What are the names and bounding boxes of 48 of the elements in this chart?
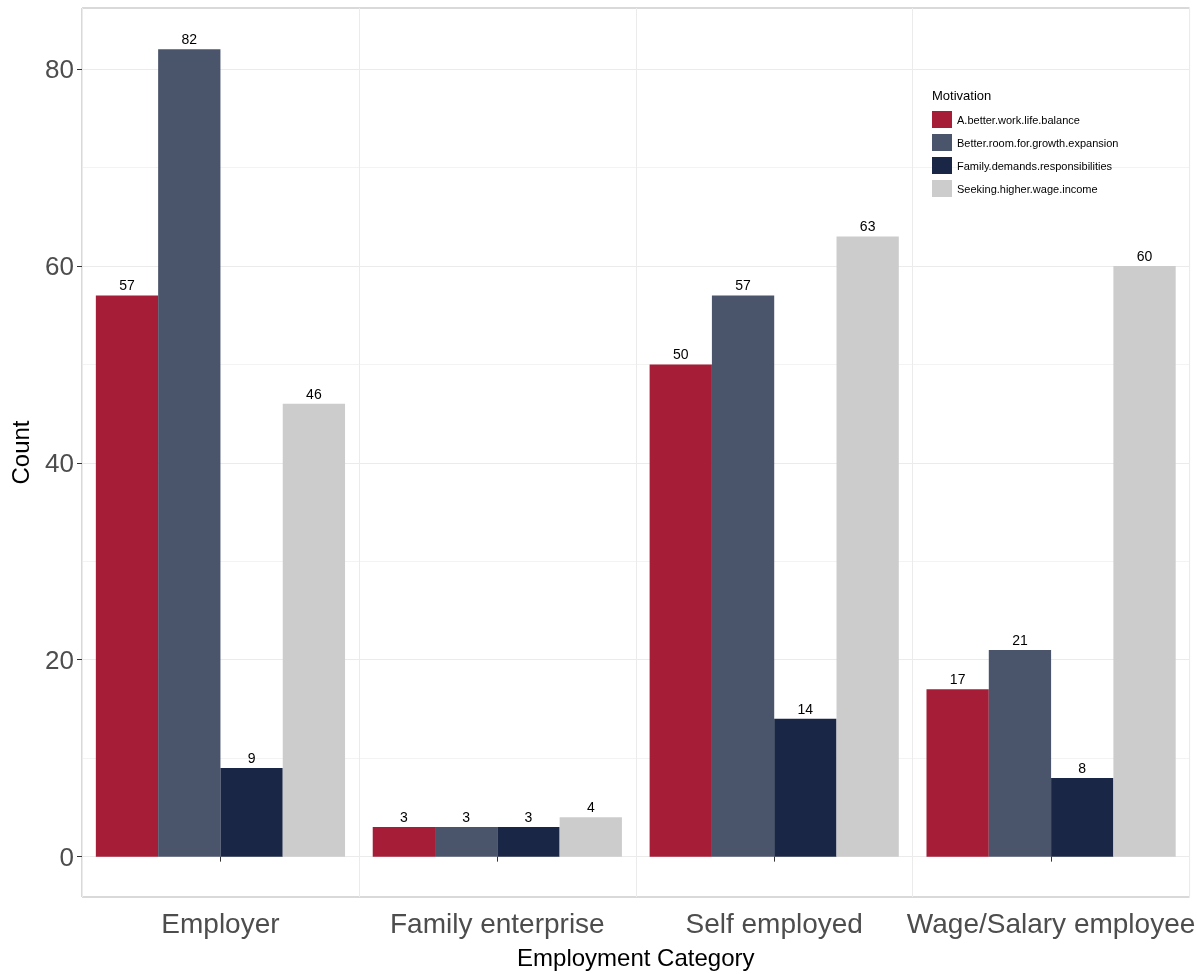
bar: [282, 403, 346, 857]
bar: [774, 718, 837, 857]
data-label: 60: [1136, 247, 1153, 264]
bar: [559, 817, 622, 857]
data-label: 82: [181, 31, 198, 48]
bar: [497, 827, 560, 857]
legend-label: Seeking.higher.wage.income: [957, 182, 1098, 195]
data-label: 17: [949, 671, 966, 688]
legend-label: Better.room.for.growth.expansion: [957, 136, 1119, 149]
y-axis-title: Count: [6, 420, 34, 485]
data-label: 8: [1078, 759, 1087, 776]
data-label: 4: [586, 799, 595, 816]
data-label: 57: [119, 277, 135, 294]
bar: [926, 689, 989, 857]
y-tick-label: 0: [59, 841, 74, 872]
data-label: 3: [524, 809, 533, 826]
x-tick-label: Wage/Salary employee: [906, 907, 1196, 939]
x-tick-label: Family enterprise: [389, 907, 605, 939]
data-label: 57: [735, 277, 752, 294]
y-tick-label: 60: [45, 250, 74, 281]
bar: [95, 295, 159, 857]
data-label: 3: [462, 809, 471, 826]
data-label: 3: [399, 809, 408, 826]
bar: [988, 649, 1052, 857]
data-label: 63: [859, 218, 876, 235]
legend-label: A.better.work.life.balance: [957, 113, 1080, 126]
data-label: 21: [1012, 631, 1028, 648]
y-tick-label: 80: [45, 54, 74, 85]
data-label: 9: [247, 750, 256, 767]
y-tick-label: 20: [45, 644, 74, 675]
bar: [649, 364, 712, 857]
legend-title: Motivation: [932, 88, 992, 103]
bar: [158, 49, 221, 857]
data-label: 14: [797, 700, 814, 717]
legend-label: Family.demands.responsibilities: [957, 159, 1113, 172]
x-axis-title: Employment Category: [517, 943, 755, 971]
data-label: 50: [672, 346, 689, 363]
bar: [435, 827, 498, 857]
x-tick-label: Employer: [161, 907, 280, 939]
x-tick-label: Self employed: [685, 907, 863, 939]
bar: [372, 827, 436, 857]
bar: [1051, 777, 1114, 857]
data-label: 46: [306, 385, 322, 402]
bar: [220, 768, 283, 857]
y-tick-label: 40: [45, 447, 74, 478]
bar: [1113, 265, 1176, 857]
bar: [836, 236, 899, 857]
bar: [711, 295, 775, 857]
